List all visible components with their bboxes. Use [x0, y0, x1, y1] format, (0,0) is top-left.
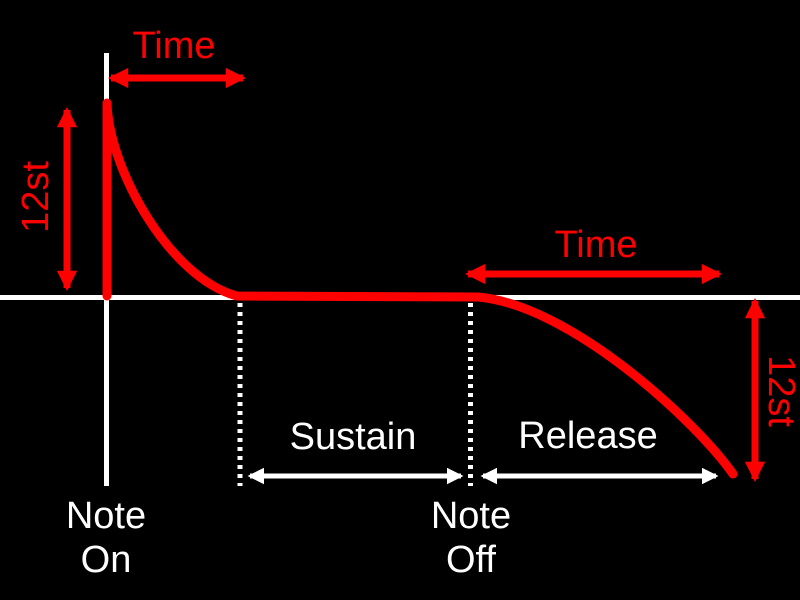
- release-label: Release: [518, 415, 658, 457]
- note-on-label-line2: On: [80, 539, 132, 581]
- pitch-depth-left-label: 12st: [15, 161, 57, 233]
- note-off-label-line1: Note: [430, 495, 512, 537]
- note-on-label: Note On: [66, 494, 146, 582]
- note-on-label-line1: Note: [65, 495, 147, 537]
- attack-time-label: Time: [132, 25, 216, 67]
- sustain-label: Sustain: [289, 416, 417, 458]
- pitch-depth-right-label: 12st: [760, 355, 800, 427]
- note-off-label: Note Off: [431, 494, 511, 582]
- release-time-label: Time: [554, 224, 638, 266]
- note-off-label-line2: Off: [446, 539, 496, 581]
- pitch-envelope-curve: [102, 98, 738, 479]
